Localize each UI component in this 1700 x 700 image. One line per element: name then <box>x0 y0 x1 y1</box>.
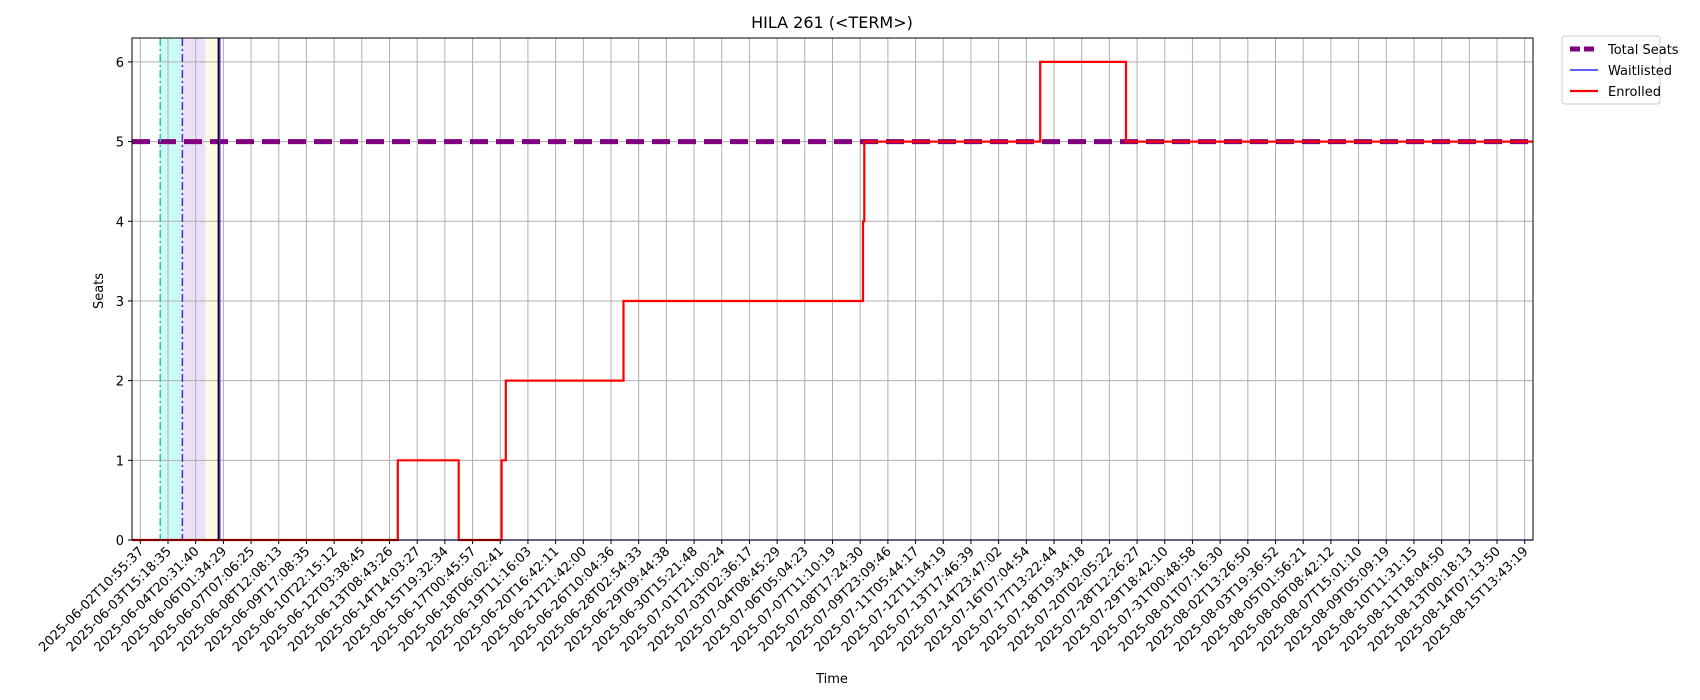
legend: Total Seats Waitlisted Enrolled <box>1561 35 1679 105</box>
y-tick-label: 2 <box>116 375 124 390</box>
x-axis-label: Time <box>815 672 848 687</box>
legend-box <box>1561 35 1661 105</box>
shaded-region-0 <box>159 38 182 540</box>
y-tick-label: 1 <box>116 454 124 469</box>
y-tick-label: 4 <box>116 215 124 230</box>
shaded-region-1 <box>181 38 206 540</box>
legend-label-total-seats: Total Seats <box>1607 43 1679 58</box>
legend-label-enrolled: Enrolled <box>1608 85 1661 100</box>
shaded-region-2 <box>205 38 220 540</box>
y-tick-label: 3 <box>116 295 124 310</box>
chart-title: HILA 261 (<TERM>) <box>751 13 913 32</box>
y-axis-label: Seats <box>92 273 107 309</box>
y-tick-label: 0 <box>116 534 124 549</box>
legend-label-waitlisted: Waitlisted <box>1608 64 1672 79</box>
y-tick-label: 5 <box>116 136 124 151</box>
y-tick-label: 6 <box>116 56 124 71</box>
series-enrolled <box>132 60 1533 542</box>
